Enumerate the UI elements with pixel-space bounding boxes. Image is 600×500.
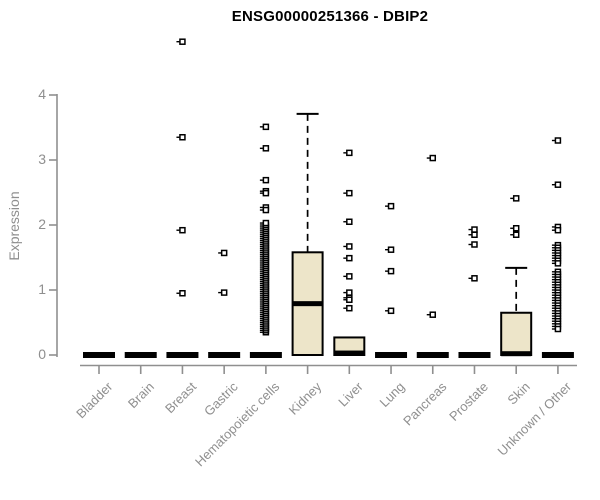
outlier-point — [346, 296, 353, 303]
outlier-point — [512, 195, 520, 202]
outlier-point — [429, 311, 437, 318]
outlier-point — [387, 246, 395, 253]
y-tick-label: 3 — [38, 151, 46, 167]
collapsed-box — [249, 352, 282, 358]
outlier-point — [179, 38, 186, 45]
median-line — [292, 301, 323, 307]
collapsed-box — [541, 352, 574, 358]
outlier-point — [512, 225, 520, 232]
y-tick-label: 0 — [38, 346, 46, 362]
y-tick-label: 4 — [38, 86, 46, 102]
outlier-point — [262, 176, 270, 184]
outlier-point — [262, 189, 270, 197]
outlier-point — [512, 231, 520, 238]
outlier-point — [179, 290, 186, 297]
outlier-point — [346, 289, 353, 296]
y-tick-label: 2 — [38, 216, 46, 232]
outlier-point — [429, 154, 437, 162]
collapsed-box — [458, 352, 491, 358]
outlier-point — [471, 241, 478, 248]
outlier-point — [346, 218, 353, 225]
outlier-point — [387, 267, 395, 275]
collapsed-box — [375, 352, 408, 358]
chart-title: ENSG00000251366 - DBIP2 — [231, 8, 429, 25]
outlier-point — [220, 289, 228, 296]
outlier-point — [387, 202, 395, 210]
y-tick-label: 1 — [38, 281, 46, 297]
outlier-point — [554, 137, 562, 144]
collapsed-box — [166, 352, 199, 358]
outlier-point — [346, 304, 353, 312]
outlier-point — [346, 273, 353, 280]
median-line — [501, 351, 532, 357]
outlier-point — [554, 226, 562, 234]
collapsed-box — [416, 352, 449, 358]
outlier-point — [346, 189, 353, 197]
outlier-point — [262, 145, 270, 152]
collapsed-box — [208, 352, 241, 358]
outlier-point — [554, 325, 562, 333]
outlier-point — [554, 181, 562, 188]
outlier-point — [220, 249, 228, 257]
median-line — [334, 350, 365, 356]
outlier-point — [179, 226, 186, 234]
outlier-point — [262, 219, 270, 227]
box — [500, 311, 533, 356]
outlier-point — [346, 243, 353, 250]
outlier-point — [262, 206, 270, 214]
outlier-point — [471, 275, 478, 282]
outlier-point — [346, 149, 353, 157]
collapsed-box — [124, 352, 157, 358]
outlier-point — [471, 231, 478, 238]
outlier-point — [179, 134, 186, 141]
outlier-point — [262, 123, 270, 131]
outlier-point — [387, 307, 395, 315]
collapsed-box — [83, 352, 115, 358]
outlier-point — [346, 254, 353, 262]
outlier-point — [471, 226, 478, 233]
outlier-point — [554, 260, 562, 267]
